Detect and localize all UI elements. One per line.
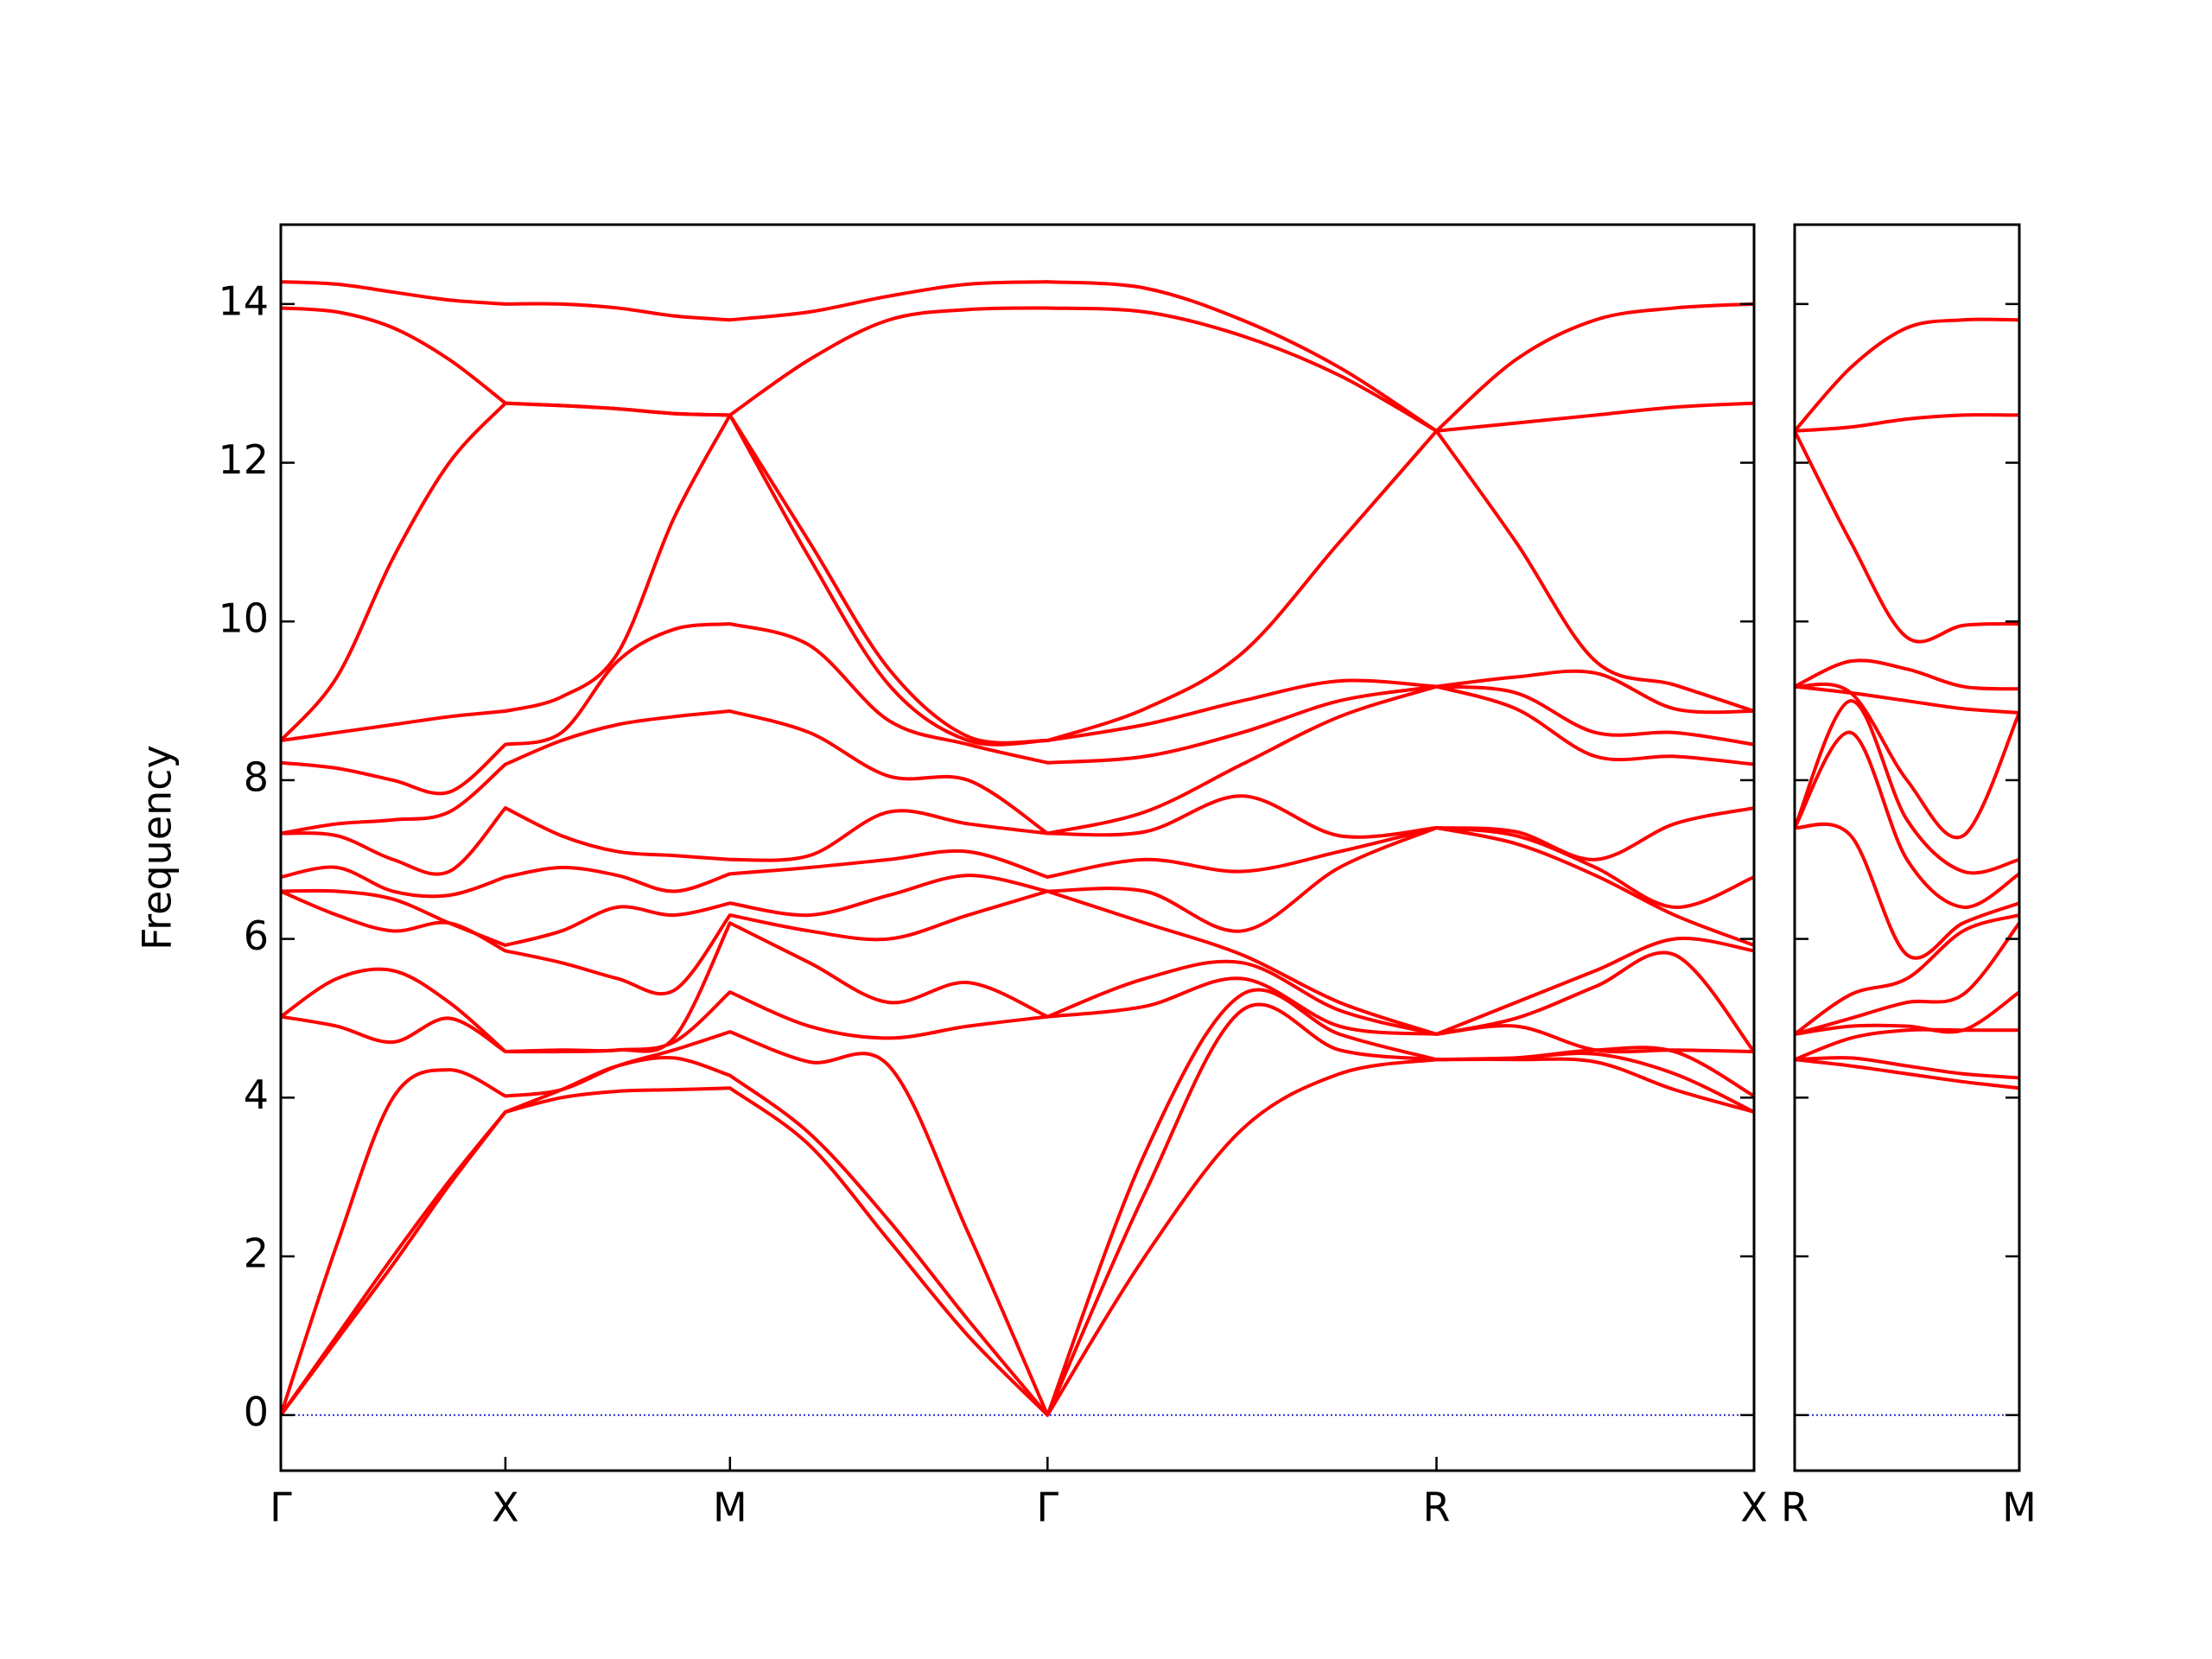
band-line bbox=[281, 988, 1754, 1417]
y-tick-label: 2 bbox=[244, 1230, 269, 1277]
x-tick-label: R bbox=[1781, 1484, 1808, 1531]
band-line bbox=[1795, 658, 2019, 691]
plot-frame bbox=[279, 223, 1756, 1472]
band-line bbox=[281, 306, 1754, 433]
band-line bbox=[1795, 429, 2019, 644]
x-tick-label: R bbox=[1423, 1484, 1451, 1531]
x-tick-label: Γ bbox=[1037, 1484, 1059, 1531]
y-tick-label: 10 bbox=[218, 595, 269, 642]
band-line bbox=[1795, 413, 2019, 433]
band-line bbox=[281, 976, 1754, 1054]
band-line bbox=[1795, 1027, 2019, 1062]
x-tick-label: M bbox=[2002, 1484, 2037, 1531]
band-line bbox=[1795, 1056, 2019, 1080]
band-line bbox=[1795, 317, 2019, 433]
band-line bbox=[281, 1057, 1754, 1417]
y-axis-label: Frequency bbox=[134, 745, 181, 950]
band-line bbox=[1795, 822, 2019, 960]
x-tick-label: M bbox=[713, 1484, 747, 1531]
x-tick-label: X bbox=[492, 1484, 519, 1531]
y-tick-label: 4 bbox=[244, 1071, 269, 1118]
band-line bbox=[1795, 699, 2019, 875]
band-line bbox=[1795, 990, 2019, 1036]
y-tick-label: 12 bbox=[218, 436, 269, 483]
x-tick-label: Γ bbox=[270, 1484, 292, 1531]
band-line bbox=[281, 921, 1754, 1054]
band-line bbox=[1795, 922, 2019, 1036]
band-line bbox=[1795, 730, 2019, 909]
band-line bbox=[1795, 684, 2019, 715]
plot-frame bbox=[1793, 223, 2021, 1472]
y-tick-label: 14 bbox=[218, 277, 269, 324]
band-line bbox=[281, 826, 1754, 909]
band-line bbox=[1795, 682, 2019, 840]
band-line bbox=[281, 280, 1754, 433]
band-line bbox=[1795, 1058, 2019, 1090]
x-tick-label: X bbox=[1740, 1484, 1768, 1531]
y-tick-label: 6 bbox=[244, 912, 269, 959]
band-line bbox=[281, 684, 1754, 836]
band-line bbox=[281, 413, 1754, 747]
y-tick-label: 0 bbox=[244, 1389, 269, 1435]
band-line bbox=[281, 889, 1754, 1036]
y-tick-label: 8 bbox=[244, 753, 269, 800]
band-line bbox=[281, 401, 1754, 745]
band-line bbox=[281, 621, 1754, 796]
band-line bbox=[1795, 913, 2019, 1036]
band-line bbox=[281, 1002, 1754, 1417]
band-line bbox=[281, 826, 1754, 947]
band-line bbox=[281, 794, 1754, 876]
